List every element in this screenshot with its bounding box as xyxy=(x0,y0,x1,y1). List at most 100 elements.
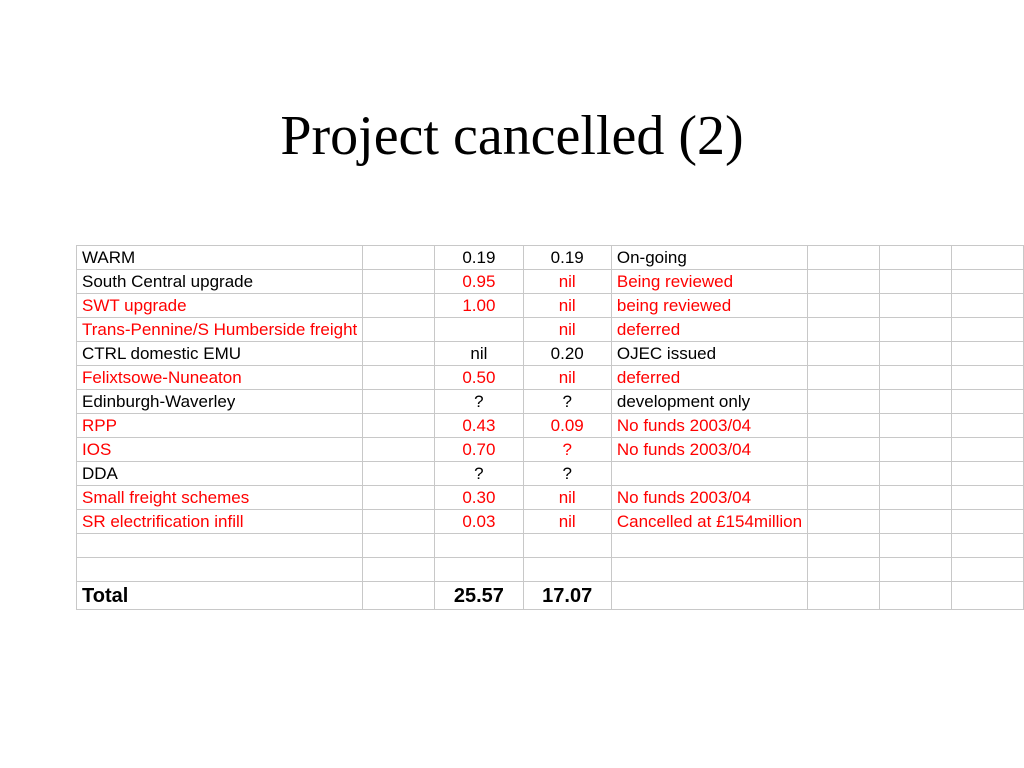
empty-cell xyxy=(362,533,436,558)
empty-cell xyxy=(362,269,436,294)
empty-cell xyxy=(951,557,1024,582)
project-name-cell xyxy=(75,557,364,582)
project-name: South Central upgrade xyxy=(82,270,254,293)
status-text: No funds 2003/04 xyxy=(616,438,752,461)
status-text: No funds 2003/04 xyxy=(616,486,752,509)
status-text: being reviewed xyxy=(616,294,732,317)
empty-cell xyxy=(951,269,1024,294)
table-row: WARM 0.19 0.19 On-going xyxy=(75,245,1024,270)
value-cell-2: nil xyxy=(522,509,612,534)
status-text: Cancelled at £154million xyxy=(616,510,803,533)
empty-cell xyxy=(879,533,952,558)
empty-cell xyxy=(807,365,881,390)
status-cell: OJEC issued xyxy=(610,341,809,366)
project-name-cell xyxy=(75,533,364,558)
value-cell-2: 0.20 xyxy=(522,341,612,366)
table-row: SR electrification infill 0.03 nil Cancelle… xyxy=(75,509,1024,534)
project-name-cell: SR electrification infill xyxy=(75,509,364,534)
empty-cell xyxy=(879,437,952,462)
value-cell-2: nil xyxy=(522,293,612,318)
table-row: SWT upgrade 1.00 nil being reviewed xyxy=(75,293,1024,318)
value-cell-1: 0.30 xyxy=(434,485,524,510)
value-cell-1 xyxy=(434,317,524,342)
empty-cell xyxy=(362,245,436,270)
empty-cell xyxy=(951,581,1024,610)
table-row: Trans-Pennine/S Humberside freight nil def… xyxy=(75,317,1024,342)
value-cell-2 xyxy=(522,557,612,582)
project-name: IOS xyxy=(82,438,112,461)
empty-cell xyxy=(362,485,436,510)
project-name-cell: Small freight schemes xyxy=(75,485,364,510)
value-cell-2: nil xyxy=(522,317,612,342)
empty-cell xyxy=(362,461,436,486)
empty-cell xyxy=(879,461,952,486)
status-text: deferred xyxy=(616,366,681,389)
project-name-cell: SWT upgrade xyxy=(75,293,364,318)
value-cell-1 xyxy=(434,533,524,558)
status-cell: development only xyxy=(610,389,809,414)
status-text: Being reviewed xyxy=(616,270,734,293)
total-label: Total xyxy=(75,581,364,610)
value-cell-2: 0.09 xyxy=(522,413,612,438)
slide-title: Project cancelled (2) xyxy=(280,105,744,167)
project-name: CTRL domestic EMU xyxy=(82,342,242,365)
project-name-cell: RPP xyxy=(75,413,364,438)
value-cell-1: ? xyxy=(434,461,524,486)
status-cell: No funds 2003/04 xyxy=(610,437,809,462)
total-row: Total 25.57 17.07 xyxy=(75,581,1024,610)
status-cell: Cancelled at £154million xyxy=(610,509,809,534)
table-row: Felixtsowe-Nuneaton 0.50 nil deferred xyxy=(75,365,1024,390)
empty-cell xyxy=(362,437,436,462)
empty-cell xyxy=(879,245,952,270)
empty-cell xyxy=(951,485,1024,510)
empty-cell xyxy=(807,317,881,342)
status-cell: Being reviewed xyxy=(610,269,809,294)
status-cell: No funds 2003/04 xyxy=(610,413,809,438)
value-cell-1: 1.00 xyxy=(434,293,524,318)
value-cell-1: 0.43 xyxy=(434,413,524,438)
status-cell: deferred xyxy=(610,365,809,390)
total-value-1: 25.57 xyxy=(434,581,524,610)
value-cell-1: 0.19 xyxy=(434,245,524,270)
value-cell-1: 0.03 xyxy=(434,509,524,534)
value-cell-2: nil xyxy=(522,269,612,294)
project-name: SWT upgrade xyxy=(82,294,187,317)
status-cell: deferred xyxy=(610,317,809,342)
total-value-2: 17.07 xyxy=(522,581,612,610)
empty-cell xyxy=(807,293,881,318)
empty-cell xyxy=(951,293,1024,318)
empty-cell xyxy=(951,365,1024,390)
table-row: IOS 0.70? No funds 2003/04 xyxy=(75,437,1024,462)
status-cell xyxy=(610,461,809,486)
table-row: Edinburgh-Waverley?? development only xyxy=(75,389,1024,414)
table-row: South Central upgrade 0.95 nil Being review… xyxy=(75,269,1024,294)
value-cell-1: 0.50 xyxy=(434,365,524,390)
empty-cell xyxy=(807,581,881,610)
empty-cell xyxy=(951,389,1024,414)
project-name-cell: IOS xyxy=(75,437,364,462)
empty-cell xyxy=(879,509,952,534)
project-name: Felixtsowe-Nuneaton xyxy=(82,366,242,389)
status-text: No funds 2003/04 xyxy=(616,414,752,437)
empty-cell xyxy=(879,269,952,294)
value-cell-1: ? xyxy=(434,389,524,414)
empty-cell xyxy=(879,557,952,582)
empty-cell xyxy=(807,245,881,270)
empty-cell xyxy=(879,581,952,610)
value-cell-2: ? xyxy=(522,437,612,462)
project-name: DDA xyxy=(82,462,118,485)
empty-cell xyxy=(362,557,436,582)
empty-cell xyxy=(951,437,1024,462)
empty-cell xyxy=(951,341,1024,366)
empty-cell xyxy=(807,557,881,582)
empty-cell xyxy=(362,581,436,610)
value-cell-2: ? xyxy=(522,389,612,414)
project-name-cell: Edinburgh-Waverley xyxy=(75,389,364,414)
project-name: Edinburgh-Waverley xyxy=(82,390,236,413)
empty-cell xyxy=(807,509,881,534)
empty-cell xyxy=(807,437,881,462)
empty-cell xyxy=(362,341,436,366)
empty-cell xyxy=(807,341,881,366)
table-row: CTRL domestic EMU nil 0.20 OJEC issued xyxy=(75,341,1024,366)
